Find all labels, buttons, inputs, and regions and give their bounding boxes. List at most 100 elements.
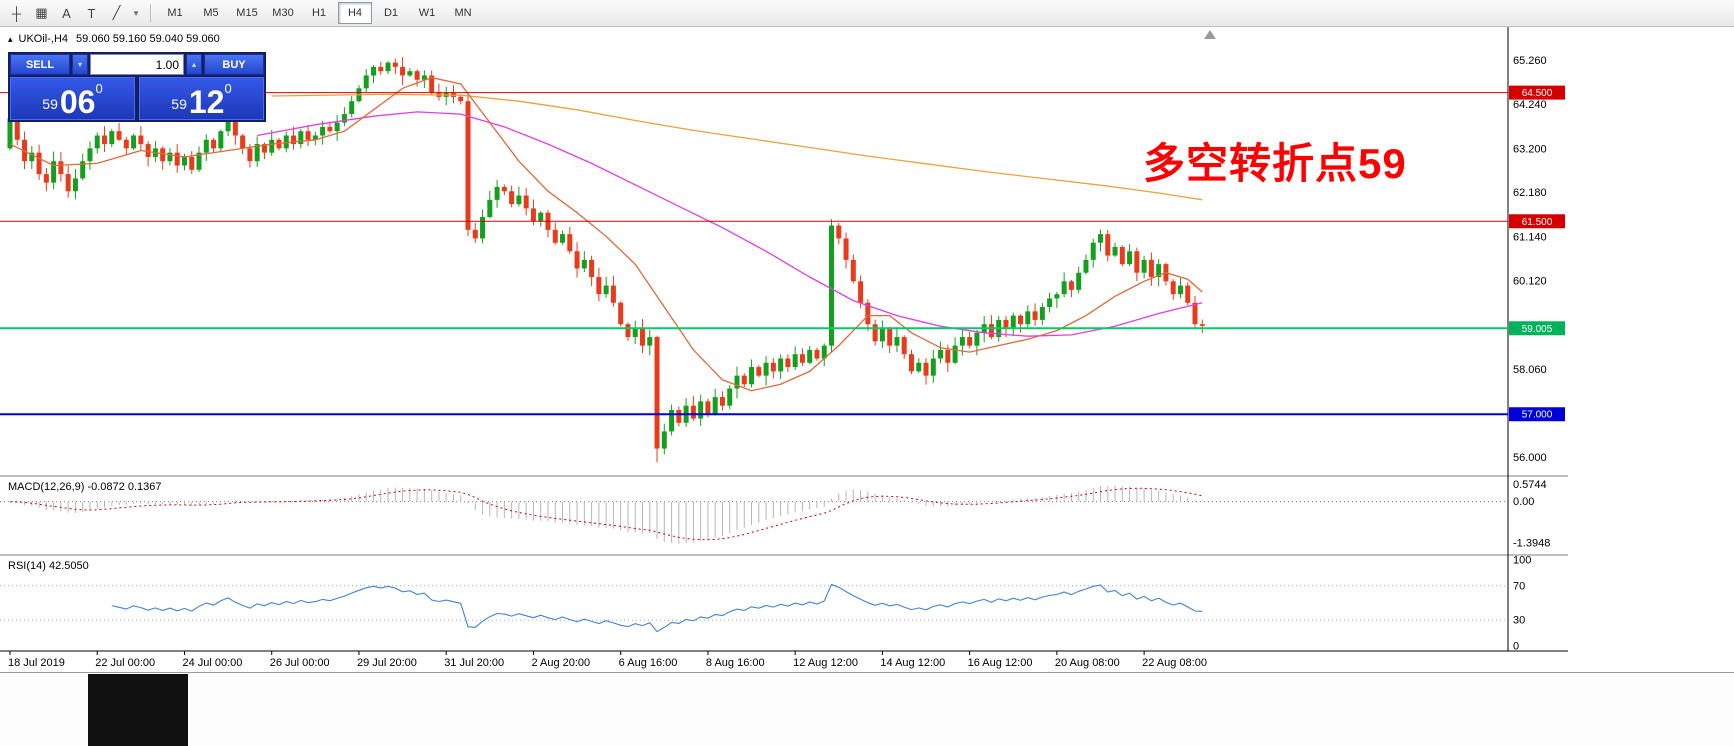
- price-scale-label: 58.060: [1513, 364, 1547, 376]
- price-scale-label: 56.000: [1513, 452, 1547, 464]
- timeframe-w1[interactable]: W1: [418, 7, 436, 19]
- sell-price-button[interactable]: 59 06 0: [10, 77, 135, 120]
- candle: [749, 367, 755, 385]
- timeframe-h1[interactable]: H1: [311, 7, 327, 19]
- time-axis-label: 12 Aug 12:00: [793, 657, 858, 669]
- text-box-icon[interactable]: T: [87, 5, 96, 21]
- buy-price-button[interactable]: 59 12 0: [139, 77, 264, 120]
- candle: [676, 409, 682, 423]
- candle: [967, 337, 973, 346]
- candle: [1156, 264, 1162, 278]
- candle: [458, 96, 464, 102]
- candle: [421, 75, 427, 80]
- chart-text-annotation[interactable]: 多空转折点59: [1143, 140, 1407, 187]
- volume-dropdown-button[interactable]: ▾: [72, 54, 88, 75]
- rsi-pane-title: RSI(14) 42.5050: [8, 560, 89, 572]
- rsi-line: [111, 583, 1203, 633]
- candle: [123, 139, 129, 149]
- macd-scale-label: 0.5744: [1513, 479, 1547, 491]
- candle: [879, 328, 885, 342]
- candle: [1090, 242, 1096, 260]
- candle: [487, 199, 493, 217]
- timeframe-m15[interactable]: M15: [236, 7, 258, 19]
- candle: [22, 139, 28, 162]
- timeframe-d1[interactable]: D1: [383, 7, 399, 19]
- candle: [821, 345, 827, 359]
- candle: [836, 225, 842, 239]
- price-tag: [1509, 407, 1565, 422]
- candle: [763, 362, 769, 376]
- candle: [283, 135, 289, 149]
- dropdown-arrow-icon[interactable]: ▾: [133, 7, 139, 18]
- candle: [341, 114, 347, 123]
- candle: [509, 191, 515, 205]
- time-axis-label: 6 Aug 16:00: [619, 657, 678, 669]
- candle: [334, 122, 340, 132]
- candle: [43, 174, 49, 183]
- buy-button[interactable]: BUY: [204, 54, 264, 75]
- crosshair-icon[interactable]: ┼: [11, 5, 22, 21]
- rsi-scale-label: 30: [1513, 615, 1525, 627]
- candle: [974, 332, 980, 346]
- candle: [102, 135, 108, 145]
- rsi-scale-label: 0: [1513, 641, 1519, 653]
- timeframe-m1[interactable]: M1: [167, 7, 183, 19]
- text-label-icon[interactable]: A: [62, 5, 71, 21]
- candle: [785, 358, 791, 368]
- candle: [225, 118, 231, 132]
- candle: [349, 101, 355, 115]
- candle: [756, 367, 762, 376]
- candle: [603, 285, 609, 295]
- time-axis-label: 20 Aug 08:00: [1055, 657, 1120, 669]
- time-axis-label: 31 Jul 20:00: [444, 657, 504, 669]
- macd-scale-label: 0.00: [1513, 496, 1534, 508]
- price-tag-label: 61.500: [1522, 217, 1553, 228]
- candle: [1061, 281, 1067, 295]
- candle: [1032, 311, 1038, 320]
- candle: [843, 238, 849, 260]
- candle: [799, 354, 805, 363]
- candle: [196, 152, 202, 170]
- macd-scale-label: -1.3948: [1513, 537, 1550, 549]
- candle: [872, 324, 878, 342]
- timeframe-mn[interactable]: MN: [454, 7, 472, 19]
- candle: [1148, 259, 1154, 278]
- buy-price-whole: 59: [171, 96, 187, 112]
- candle: [1098, 234, 1103, 243]
- sell-button[interactable]: SELL: [10, 54, 70, 75]
- candle: [131, 135, 137, 149]
- candle: [1068, 281, 1074, 290]
- trendline-icon[interactable]: ╱: [112, 5, 121, 20]
- candle: [807, 349, 813, 363]
- grid-icon[interactable]: ▦: [35, 5, 48, 20]
- timeframe-m30[interactable]: M30: [272, 7, 294, 19]
- candle: [298, 131, 304, 145]
- bottom-left-tab[interactable]: [88, 674, 188, 746]
- candle: [1054, 294, 1060, 299]
- timeframe-m5[interactable]: M5: [203, 7, 219, 19]
- price-scale-label: 61.140: [1513, 232, 1547, 244]
- candle: [610, 285, 616, 303]
- candle: [1076, 272, 1082, 290]
- volume-up-button[interactable]: ▴: [186, 54, 202, 75]
- candle: [952, 345, 958, 363]
- top-toolbar: ┼ ▦ A T ╱ ▾ M1 M5 M15 M30 H1 H4 D1 W1 MN: [0, 0, 1734, 27]
- scroll-end-marker-icon[interactable]: [1204, 30, 1216, 39]
- panel-collapse-icon[interactable]: ▴: [8, 34, 13, 44]
- rsi-scale-label: 70: [1513, 580, 1525, 592]
- volume-input[interactable]: [90, 54, 184, 75]
- candle: [1170, 281, 1176, 295]
- candle: [14, 118, 20, 140]
- time-axis-label: 29 Jul 20:00: [357, 657, 417, 669]
- candle: [472, 229, 478, 239]
- timeframe-h4[interactable]: H4: [338, 2, 372, 24]
- price-tag: [1509, 214, 1565, 229]
- candle: [145, 144, 151, 157]
- time-axis-label: 16 Aug 12:00: [968, 657, 1033, 669]
- candle: [887, 328, 893, 346]
- buy-price-pipette: 0: [224, 81, 232, 96]
- time-axis-label: 26 Jul 00:00: [270, 657, 330, 669]
- candle: [116, 131, 122, 140]
- candle: [1010, 315, 1016, 329]
